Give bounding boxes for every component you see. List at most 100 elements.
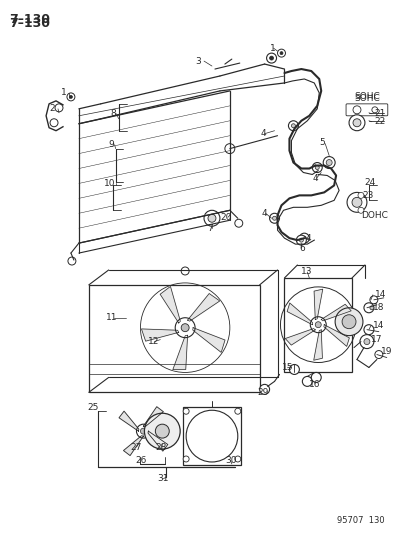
Polygon shape xyxy=(313,330,322,360)
Text: 4: 4 xyxy=(311,174,317,183)
Circle shape xyxy=(204,211,219,226)
Text: 1: 1 xyxy=(269,44,275,53)
Text: 25: 25 xyxy=(88,403,99,412)
Circle shape xyxy=(363,303,373,313)
Text: 5: 5 xyxy=(318,138,324,147)
Circle shape xyxy=(234,456,240,462)
Circle shape xyxy=(69,95,72,99)
Circle shape xyxy=(155,424,169,438)
Text: 8: 8 xyxy=(110,109,116,118)
Text: 7–130: 7–130 xyxy=(9,13,50,26)
Text: DOHC: DOHC xyxy=(360,211,387,220)
Bar xyxy=(284,278,351,373)
Polygon shape xyxy=(141,329,178,341)
Text: 9: 9 xyxy=(108,140,114,149)
Circle shape xyxy=(234,219,242,227)
Polygon shape xyxy=(287,303,312,325)
Circle shape xyxy=(67,93,75,101)
Circle shape xyxy=(357,207,363,213)
Circle shape xyxy=(266,53,276,63)
Circle shape xyxy=(315,166,318,169)
Circle shape xyxy=(346,192,366,212)
Circle shape xyxy=(363,338,369,345)
Text: 2: 2 xyxy=(49,104,55,114)
Circle shape xyxy=(50,119,58,127)
Text: 12: 12 xyxy=(148,337,159,346)
Circle shape xyxy=(301,236,306,240)
Circle shape xyxy=(299,233,309,243)
Circle shape xyxy=(272,216,276,220)
Text: 26: 26 xyxy=(135,456,147,465)
Polygon shape xyxy=(147,431,167,451)
Text: 15: 15 xyxy=(281,363,292,372)
Polygon shape xyxy=(313,289,322,319)
Polygon shape xyxy=(123,435,143,456)
Circle shape xyxy=(291,124,295,128)
Polygon shape xyxy=(187,294,219,321)
Circle shape xyxy=(259,384,269,394)
Circle shape xyxy=(269,213,279,223)
Circle shape xyxy=(335,308,362,336)
Text: 28: 28 xyxy=(155,442,166,451)
Circle shape xyxy=(296,235,306,245)
Circle shape xyxy=(183,456,189,462)
Circle shape xyxy=(279,52,282,54)
Text: 20: 20 xyxy=(219,213,231,222)
Polygon shape xyxy=(323,325,349,346)
Circle shape xyxy=(277,49,285,57)
Bar xyxy=(183,407,240,465)
Text: 13: 13 xyxy=(301,268,312,277)
Text: 6: 6 xyxy=(299,244,304,253)
Bar xyxy=(88,285,259,392)
Circle shape xyxy=(369,296,377,304)
Circle shape xyxy=(311,163,321,173)
Polygon shape xyxy=(192,328,224,352)
Circle shape xyxy=(269,56,273,60)
Circle shape xyxy=(341,315,355,329)
Circle shape xyxy=(301,376,311,386)
Circle shape xyxy=(315,322,320,328)
Circle shape xyxy=(55,104,63,112)
Text: 14: 14 xyxy=(372,321,383,330)
Text: 30: 30 xyxy=(224,456,236,465)
Text: 19: 19 xyxy=(380,347,392,356)
Text: 7: 7 xyxy=(206,224,212,233)
Circle shape xyxy=(175,318,195,337)
Polygon shape xyxy=(119,411,138,431)
Polygon shape xyxy=(320,304,350,321)
Circle shape xyxy=(288,121,298,131)
Text: 1: 1 xyxy=(61,88,66,98)
Text: 21: 21 xyxy=(373,109,385,118)
Text: 16: 16 xyxy=(309,380,320,389)
Circle shape xyxy=(363,325,373,335)
Polygon shape xyxy=(172,335,187,370)
Circle shape xyxy=(323,157,335,168)
Text: 22: 22 xyxy=(373,117,384,126)
Text: SOHC: SOHC xyxy=(353,94,379,103)
Polygon shape xyxy=(285,328,315,345)
Text: 11: 11 xyxy=(105,313,117,322)
Circle shape xyxy=(289,365,299,375)
Text: 31: 31 xyxy=(157,474,169,483)
Text: 4: 4 xyxy=(305,233,310,243)
Circle shape xyxy=(299,238,303,242)
Circle shape xyxy=(207,214,216,222)
Text: 23: 23 xyxy=(361,191,373,200)
Text: 95707  130: 95707 130 xyxy=(336,516,384,525)
Text: 27: 27 xyxy=(130,442,142,451)
Text: 29: 29 xyxy=(257,388,268,397)
Circle shape xyxy=(181,324,189,332)
Text: 14: 14 xyxy=(374,290,385,300)
Circle shape xyxy=(351,197,361,207)
Circle shape xyxy=(348,115,364,131)
Text: 17: 17 xyxy=(370,335,382,344)
Circle shape xyxy=(359,335,373,349)
Text: 24: 24 xyxy=(363,178,374,187)
Text: 4: 4 xyxy=(261,209,267,218)
Text: 7–130: 7–130 xyxy=(9,17,50,30)
Circle shape xyxy=(311,373,320,382)
Text: 4: 4 xyxy=(260,129,266,138)
Text: 3: 3 xyxy=(195,56,200,66)
Circle shape xyxy=(357,192,363,198)
Text: 18: 18 xyxy=(372,303,383,312)
